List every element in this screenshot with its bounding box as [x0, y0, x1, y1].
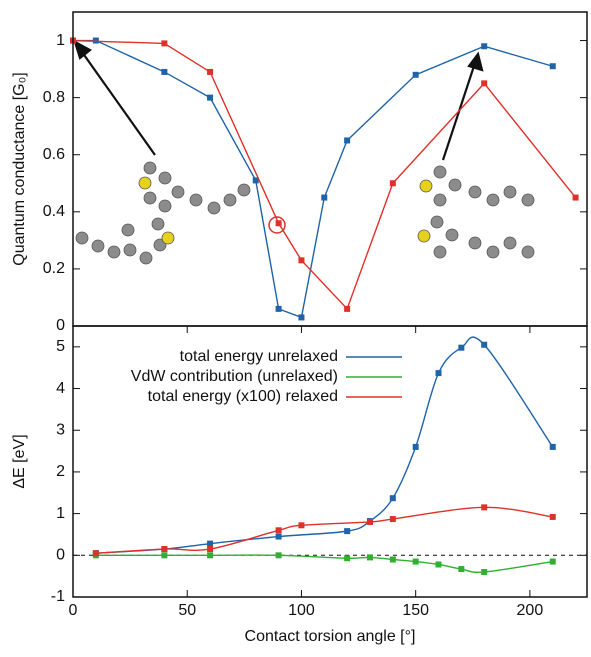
- x-axis-label: Contact torsion angle [°]: [245, 628, 416, 645]
- molecule-illustration: [76, 162, 534, 264]
- y-tick-label: 4: [56, 380, 65, 397]
- data-point: [436, 370, 442, 376]
- data-point: [276, 220, 282, 226]
- data-point: [344, 306, 350, 312]
- data-point: [550, 63, 556, 69]
- y-tick-label: -1: [51, 588, 65, 605]
- data-point: [390, 516, 396, 522]
- y-tick-label: 0.8: [43, 89, 65, 106]
- y-tick-label: 0: [56, 317, 65, 334]
- data-point: [550, 514, 556, 520]
- y-tick-label: 0.4: [43, 203, 65, 220]
- data-point: [161, 552, 167, 558]
- y-tick-label: 2: [56, 463, 65, 480]
- data-point: [550, 559, 556, 565]
- x-tick-label: 200: [517, 602, 544, 619]
- data-point: [573, 195, 579, 201]
- data-point: [344, 528, 350, 534]
- data-point: [321, 195, 327, 201]
- plot-frame: [73, 326, 587, 597]
- y-tick-label: 0.2: [43, 260, 65, 277]
- y-tick-label: 1: [56, 32, 65, 49]
- data-point: [481, 80, 487, 86]
- data-point: [390, 495, 396, 501]
- data-point: [458, 345, 464, 351]
- data-point: [276, 534, 282, 540]
- data-point: [413, 444, 419, 450]
- data-point: [207, 541, 213, 547]
- data-point: [436, 561, 442, 567]
- data-point: [481, 569, 487, 575]
- data-point: [344, 555, 350, 561]
- legend-label: total energy (x100) relaxed: [148, 388, 338, 405]
- data-point: [298, 314, 304, 320]
- data-point: [298, 257, 304, 263]
- data-point: [367, 519, 373, 525]
- data-point: [344, 137, 350, 143]
- data-point: [161, 546, 167, 552]
- data-point: [550, 444, 556, 450]
- data-point: [481, 43, 487, 49]
- data-point: [276, 552, 282, 558]
- data-point: [276, 306, 282, 312]
- x-tick-label: 150: [402, 602, 429, 619]
- y-tick-label: 1: [56, 505, 65, 522]
- data-point: [207, 552, 213, 558]
- data-point: [481, 342, 487, 348]
- data-point: [207, 546, 213, 552]
- data-point: [413, 559, 419, 565]
- y-tick-label: 0: [56, 547, 65, 564]
- data-point: [481, 504, 487, 510]
- y-tick-label: 3: [56, 421, 65, 438]
- data-point: [413, 72, 419, 78]
- x-tick-label: 100: [288, 602, 315, 619]
- data-point: [93, 550, 99, 556]
- data-point: [276, 527, 282, 533]
- x-tick-label: 0: [69, 602, 78, 619]
- chart: 0 0.2 0.4 0.6 0.8 1 Quantum conductance [G₀] -1…: [0, 0, 591, 652]
- legend-label: VdW contribution (unrelaxed): [131, 368, 338, 385]
- data-point: [367, 554, 373, 560]
- data-point: [161, 69, 167, 75]
- data-point: [207, 95, 213, 101]
- data-point: [207, 69, 213, 75]
- y-axis-label: Quantum conductance [G₀]: [11, 72, 28, 265]
- data-point: [390, 180, 396, 186]
- data-point: [458, 566, 464, 572]
- data-point: [161, 40, 167, 46]
- data-point: [298, 522, 304, 528]
- data-point: [390, 556, 396, 562]
- y-tick-label: 0.6: [43, 146, 65, 163]
- series-line: [73, 41, 576, 309]
- y-axis-label: ΔE [eV]: [11, 434, 28, 488]
- y-tick-label: 5: [56, 338, 65, 355]
- x-tick-label: 50: [178, 602, 196, 619]
- legend-label: total energy unrelaxed: [180, 348, 338, 365]
